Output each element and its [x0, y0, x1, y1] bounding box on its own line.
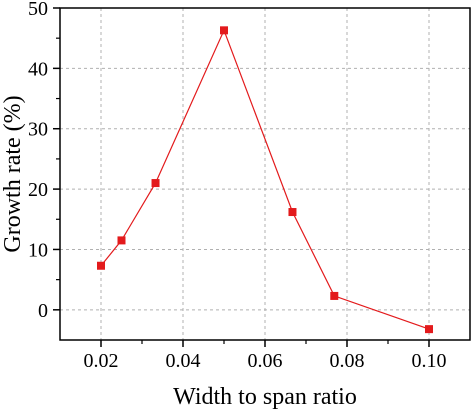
series — [97, 26, 433, 334]
ticks: 0.02 0.04 0.06 0.08 0.10 0 10 20 30 40 50 — [28, 0, 447, 372]
data-point — [97, 261, 105, 270]
x-tick-label: 0.10 — [412, 350, 447, 372]
data-point — [288, 208, 297, 217]
y-tick-label: 40 — [28, 58, 48, 80]
y-tick-label: 20 — [28, 179, 48, 201]
y-tick-label: 50 — [28, 0, 48, 20]
data-point — [425, 325, 433, 334]
x-tick-label: 0.04 — [166, 350, 201, 372]
y-tick-label: 0 — [38, 300, 48, 322]
y-axis-title: Growth rate (%) — [0, 95, 26, 252]
x-tick-label: 0.02 — [84, 350, 119, 372]
data-point — [117, 236, 126, 245]
x-axis-title: Width to span ratio — [173, 384, 357, 410]
grid-lines — [60, 7, 470, 340]
data-point — [151, 179, 160, 188]
x-tick-label: 0.06 — [248, 350, 283, 372]
x-tick-label: 0.08 — [330, 350, 365, 372]
data-point — [330, 291, 339, 300]
y-tick-label: 10 — [28, 239, 48, 261]
data-point — [220, 26, 228, 35]
y-tick-label: 30 — [28, 119, 48, 141]
